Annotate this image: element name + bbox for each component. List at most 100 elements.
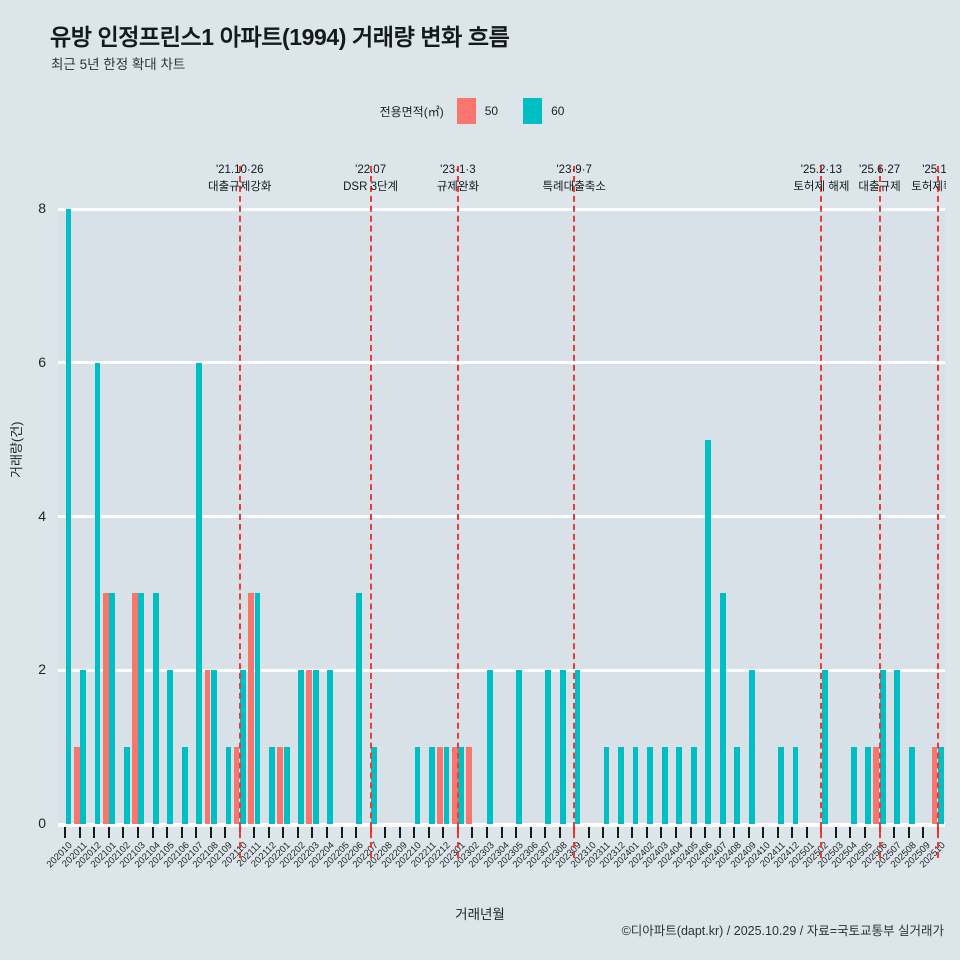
bar-202212-60[interactable] — [443, 747, 450, 824]
bar-202011-60[interactable] — [80, 670, 86, 824]
bar-202206-60[interactable] — [356, 593, 363, 824]
bar-202507-60[interactable] — [894, 670, 901, 824]
bar-202407-60[interactable] — [719, 593, 726, 824]
bar-202110-60[interactable] — [240, 670, 246, 824]
x-tick-202404 — [674, 827, 677, 838]
event-label-202502: '25.2·13 토허제 해제 — [793, 162, 849, 196]
bar-202301-60[interactable] — [458, 747, 464, 824]
x-tick-202306 — [529, 827, 532, 838]
event-label-text-202502: 토허제 해제 — [793, 181, 850, 193]
x-tick-202212 — [442, 827, 445, 838]
x-tick-202505 — [864, 827, 867, 838]
bar-202211-60[interactable] — [429, 747, 435, 824]
bar-202305-60[interactable] — [516, 670, 523, 824]
x-tick-202012 — [93, 827, 96, 838]
legend-swatch-50 — [456, 98, 476, 124]
bar-202107-60[interactable] — [196, 362, 203, 824]
bar-202103-60[interactable] — [138, 593, 145, 824]
event-label-date-202502: '25.2·13 — [800, 164, 842, 176]
bar-202105-60[interactable] — [167, 670, 174, 824]
x-axis-line — [58, 824, 945, 827]
bar-202510-50[interactable] — [931, 747, 938, 824]
x-tick-202107 — [195, 827, 198, 838]
bar-202106-60[interactable] — [181, 747, 188, 824]
event-label-202309: '23·9·7 특례대출축소 — [542, 162, 605, 196]
x-tick-202310 — [587, 827, 590, 838]
event-label-text-202110: 대출규제강화 — [208, 181, 272, 193]
x-tick-202201 — [282, 827, 285, 838]
bar-202103-50[interactable] — [131, 593, 138, 824]
bar-202101-50[interactable] — [102, 593, 109, 824]
bar-202401-60[interactable] — [632, 747, 639, 824]
bar-202405-60[interactable] — [690, 747, 697, 824]
bar-202506-50[interactable] — [873, 747, 880, 824]
bar-202309-60[interactable] — [574, 670, 581, 824]
bar-202101-60[interactable] — [109, 593, 115, 824]
bar-202301-50[interactable] — [451, 747, 458, 824]
x-tick-202401 — [631, 827, 634, 838]
event-label-date-202309: '23·9·7 — [556, 164, 592, 176]
bar-202406-60[interactable] — [705, 439, 712, 824]
bar-202204-60[interactable] — [327, 670, 334, 824]
bar-202505-60[interactable] — [865, 747, 872, 824]
gridline-6 — [58, 361, 945, 365]
bar-202112-60[interactable] — [269, 747, 275, 824]
bar-202402-60[interactable] — [647, 747, 654, 824]
bar-202303-60[interactable] — [487, 670, 494, 824]
bar-202307-60[interactable] — [545, 670, 552, 824]
bar-202102-60[interactable] — [123, 747, 130, 824]
bar-202404-60[interactable] — [676, 747, 683, 824]
x-tick-202308 — [558, 827, 561, 838]
event-label-text-202309: 특례대출축소 — [542, 181, 606, 193]
x-tick-202302 — [471, 827, 474, 838]
page-subtitle: 최근 5년 한정 확대 차트 — [51, 57, 186, 72]
bar-202110-50[interactable] — [233, 747, 240, 824]
bar-202311-60[interactable] — [603, 747, 610, 824]
x-tick-202507 — [893, 827, 896, 838]
bar-202312-60[interactable] — [618, 747, 624, 824]
bar-202508-60[interactable] — [908, 747, 915, 824]
y-axis-label: 거래량(건) — [9, 421, 24, 479]
bar-202012-60[interactable] — [94, 362, 101, 824]
bar-202408-60[interactable] — [734, 747, 741, 824]
x-tick-202111 — [253, 827, 256, 838]
bar-202111-50[interactable] — [248, 593, 254, 824]
bar-202010-60[interactable] — [65, 209, 72, 824]
bar-202207-60[interactable] — [370, 747, 377, 824]
bar-202109-60[interactable] — [225, 747, 232, 824]
bar-202111-60[interactable] — [254, 593, 261, 824]
x-tick-202104 — [151, 827, 154, 838]
bar-202201-60[interactable] — [283, 747, 290, 824]
event-line-202309 — [573, 166, 576, 858]
bar-202502-60[interactable] — [821, 670, 828, 824]
x-tick-202205 — [340, 827, 343, 838]
bar-202108-60[interactable] — [210, 670, 217, 824]
bar-202203-60[interactable] — [312, 670, 319, 824]
bar-202203-50[interactable] — [306, 670, 313, 824]
bar-202212-50[interactable] — [437, 747, 444, 824]
bar-202104-60[interactable] — [152, 593, 159, 824]
y-tick-label-8: 8 — [38, 200, 46, 216]
bar-202308-60[interactable] — [559, 670, 566, 824]
x-tick-202307 — [544, 827, 547, 838]
bar-202108-50[interactable] — [204, 670, 211, 824]
bar-202510-60[interactable] — [938, 747, 944, 824]
bar-202403-60[interactable] — [661, 747, 668, 824]
bar-202210-60[interactable] — [414, 747, 421, 824]
x-tick-202508 — [907, 827, 910, 838]
bar-202409-60[interactable] — [749, 670, 755, 824]
bar-202412-60[interactable] — [792, 747, 799, 824]
event-line-202510 — [936, 166, 939, 858]
bar-202201-50[interactable] — [277, 747, 284, 824]
bar-202202-60[interactable] — [298, 670, 305, 824]
bar-202302-50[interactable] — [466, 747, 473, 824]
gridline-2 — [58, 668, 945, 672]
y-tick-label-6: 6 — [38, 353, 46, 370]
bar-202504-60[interactable] — [850, 747, 857, 824]
event-line-202110 — [238, 166, 241, 858]
bar-202011-50[interactable] — [73, 747, 80, 824]
bar-202411-60[interactable] — [778, 747, 784, 824]
bar-202506-60[interactable] — [879, 670, 886, 824]
x-tick-202405 — [689, 827, 692, 838]
x-tick-202311 — [602, 827, 605, 838]
